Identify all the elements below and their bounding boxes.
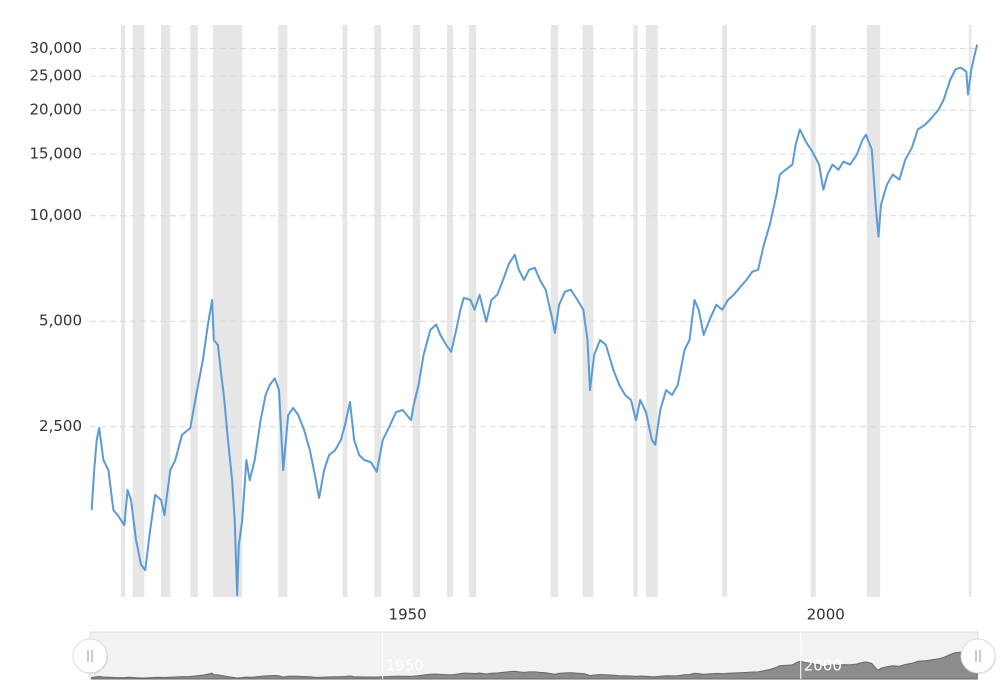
recession-bands [120,25,972,597]
recession-band [582,25,594,597]
x-tick-label: 2000 [807,606,845,624]
y-tick-label: 20,000 [30,101,83,119]
y-tick-label: 15,000 [30,144,83,162]
recession-band [212,25,243,597]
handle [960,638,996,674]
x-tick-label: 1950 [389,606,427,624]
y-tick-label: 10,000 [30,206,83,224]
navigator-handle[interactable] [960,638,996,674]
navigator: 1950 2000 [72,631,996,680]
data-line [90,44,979,597]
recession-band [120,25,126,597]
navigator-label: 1950 [386,657,424,675]
recession-band [866,25,881,597]
recession-band [810,25,816,597]
navigator-area [91,646,978,680]
plot [90,44,979,597]
recession-band [190,25,198,597]
recession-band [132,25,145,597]
recession-band [722,25,728,597]
recession-band [412,25,421,597]
y-tick-label: 30,000 [30,39,83,57]
handle [72,638,108,674]
y-tick-label: 5,000 [39,312,82,330]
recession-band [468,25,477,597]
recession-band [278,25,288,597]
recession-band [374,25,381,597]
recession-band [646,25,658,597]
recession-band [342,25,348,597]
y-tick-label: 25,000 [30,67,83,85]
recession-band [550,25,559,597]
recession-band [633,25,638,597]
recession-band [968,25,972,597]
grid: 2,500 5,000 10,000 15,000 20,000 25,000 30,000… [30,39,978,624]
recession-band [161,25,171,597]
y-tick-label: 2,500 [39,417,82,435]
navigator-handle[interactable] [72,638,108,674]
recession-band [447,25,453,597]
navigator-label: 2000 [804,657,842,675]
